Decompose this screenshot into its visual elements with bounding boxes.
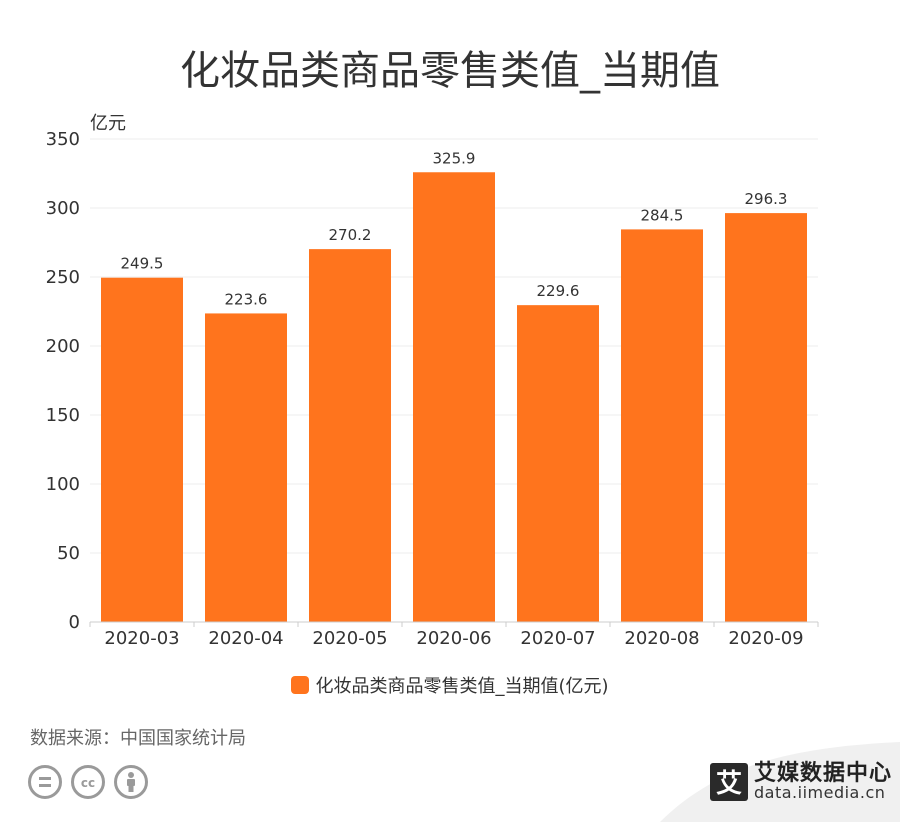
- y-axis-label: 亿元: [90, 113, 126, 134]
- y-tick-label: 100: [46, 474, 80, 495]
- y-axis-ticks: 0 50 100 150 200 250 300 350: [46, 129, 80, 633]
- x-tick-label: 2020-08: [624, 628, 699, 649]
- chart-title: 化妆品类商品零售类值_当期值: [180, 48, 720, 94]
- y-tick-label: 350: [46, 129, 80, 150]
- x-tick-label: 2020-09: [728, 628, 803, 649]
- data-label-2020-04: 223.6: [225, 290, 268, 308]
- data-label-2020-05: 270.2: [329, 226, 372, 244]
- cc-logo-icon: cc: [71, 765, 106, 799]
- brand-url: data.iimedia.cn: [754, 783, 886, 803]
- svg-text:cc: cc: [81, 776, 95, 790]
- legend-swatch: [291, 676, 310, 694]
- license-icons: cc: [28, 765, 152, 799]
- brand-name: 艾媒数据中心: [754, 761, 893, 786]
- cc-person-icon: [114, 765, 149, 799]
- brand-background: [660, 742, 900, 822]
- x-tick-label: 2020-03: [104, 628, 179, 649]
- y-tick-label: 300: [46, 198, 80, 219]
- data-label-2020-07: 229.6: [537, 282, 580, 300]
- bar-2020-03[interactable]: [101, 277, 183, 622]
- cc-equal-icon: [28, 765, 62, 799]
- brand-logo[interactable]: 艾 艾媒数据中心 data.iimedia.cn: [710, 762, 892, 802]
- bar-2020-08[interactable]: [621, 229, 703, 622]
- y-tick-label: 200: [46, 336, 80, 357]
- x-tick-label: 2020-05: [312, 628, 387, 649]
- bar-2020-05[interactable]: [309, 249, 391, 622]
- y-tick-label: 0: [69, 612, 80, 633]
- y-tick-label: 50: [57, 543, 80, 564]
- bar-2020-07[interactable]: [517, 305, 599, 622]
- bars: [101, 172, 807, 622]
- bar-2020-04[interactable]: [205, 313, 287, 622]
- y-tick-label: 250: [46, 267, 80, 288]
- data-label-2020-06: 325.9: [433, 149, 476, 167]
- brand-mark-icon: 艾: [710, 762, 748, 801]
- x-tick-label: 2020-04: [208, 628, 283, 649]
- x-axis-ticks: 2020-03 2020-04 2020-05 2020-06 2020-07 2020-…: [89, 622, 819, 649]
- bar-2020-09[interactable]: [725, 213, 807, 622]
- data-label-2020-09: 296.3: [745, 190, 788, 208]
- bar-2020-06[interactable]: [413, 172, 495, 622]
- legend-label: 化妆品类商品零售类值_当期值(亿元): [315, 676, 609, 697]
- bar-chart: 0 50 100 150 200 250 300 350 亿元 249.5 223.6 270.2…: [46, 113, 819, 649]
- x-tick-label: 2020-06: [416, 628, 491, 649]
- data-source: 数据来源：中国国家统计局: [30, 728, 246, 749]
- legend[interactable]: 化妆品类商品零售类值_当期值(亿元): [0, 672, 900, 698]
- data-labels: 249.5 223.6 270.2 325.9 229.6 284.5 296.3: [121, 149, 788, 308]
- data-label-2020-03: 249.5: [121, 255, 164, 273]
- x-tick-label: 2020-07: [520, 628, 595, 649]
- data-label-2020-08: 284.5: [641, 206, 684, 224]
- y-tick-label: 150: [46, 405, 80, 426]
